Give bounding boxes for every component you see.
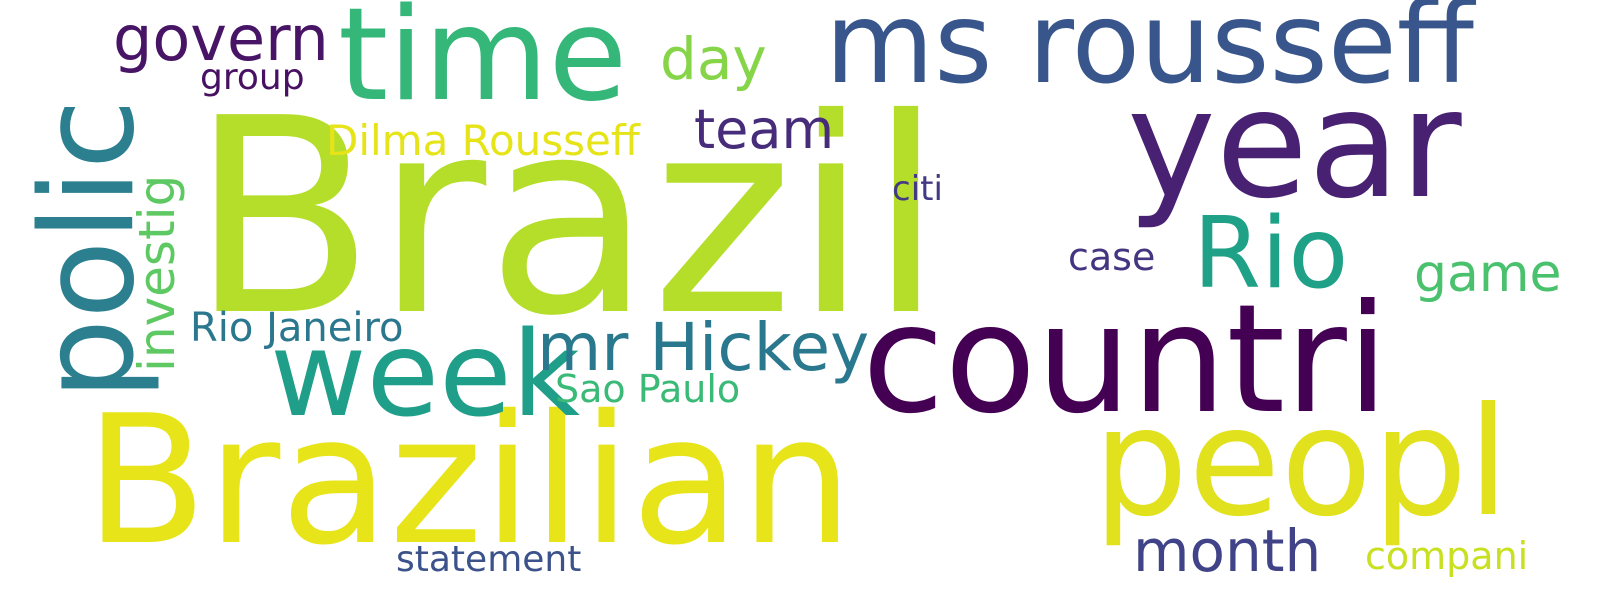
word-govern: govern bbox=[113, 2, 329, 75]
word-brazilian: Brazilian bbox=[85, 377, 854, 584]
word-week: week bbox=[270, 305, 581, 443]
word-year: year bbox=[1127, 58, 1462, 232]
word-ms-rousseff: ms rousseff bbox=[825, 0, 1474, 109]
word-game: game bbox=[1414, 244, 1562, 304]
word-countri: countri bbox=[862, 273, 1389, 447]
word-mr-hickey: mr Hickey bbox=[537, 309, 870, 386]
word-compani: compani bbox=[1365, 534, 1529, 578]
word-team: team bbox=[694, 98, 835, 161]
word-citi: citi bbox=[892, 169, 943, 209]
word-sao-paulo: Sao Paulo bbox=[555, 367, 741, 411]
word-rio-janeiro: Rio Janeiro bbox=[190, 305, 404, 351]
word-brazil: Brazil bbox=[190, 60, 944, 375]
word-case: case bbox=[1068, 235, 1156, 279]
word-month: month bbox=[1133, 517, 1322, 585]
word-statement: statement bbox=[396, 539, 582, 580]
word-rio: Rio bbox=[1193, 197, 1349, 311]
word-day: day bbox=[660, 25, 767, 93]
word-peopl: peopl bbox=[1093, 376, 1510, 550]
word-group: group bbox=[200, 57, 305, 98]
word-dilma-rousseff: Dilma Rousseff bbox=[326, 116, 640, 165]
word-investig: investig bbox=[128, 174, 186, 372]
word-time: time bbox=[338, 0, 628, 130]
